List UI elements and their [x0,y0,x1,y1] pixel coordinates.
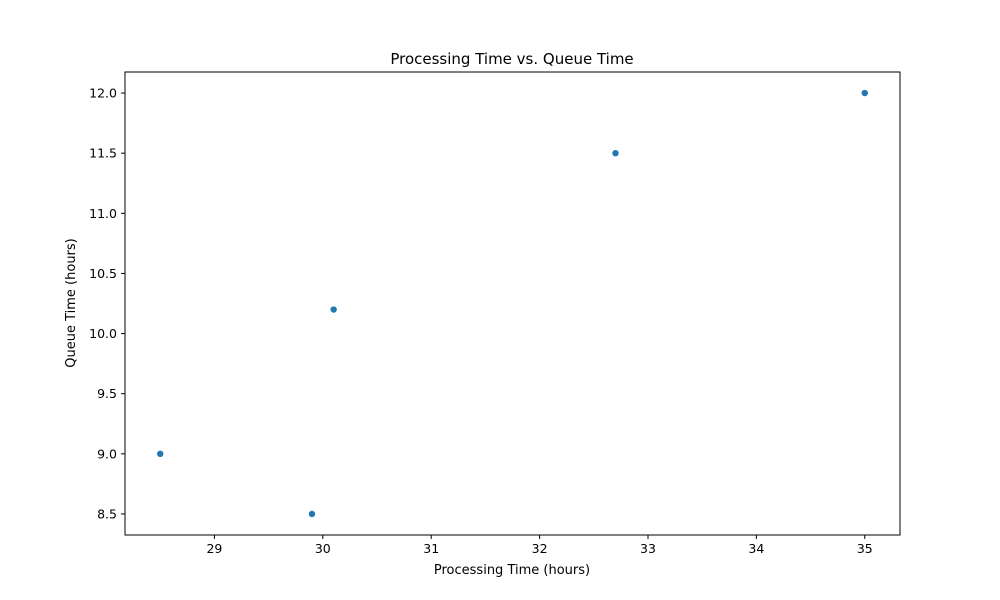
x-tick-label: 32 [532,541,548,556]
y-tick-label: 10.0 [89,326,117,341]
data-point [330,306,337,313]
data-point [157,450,164,458]
x-tick-label: 33 [640,541,656,556]
y-tick-label: 12.0 [89,86,117,101]
x-tick-label: 30 [315,541,331,556]
chart-title: Processing Time vs. Queue Time [390,50,633,68]
y-axis-label: Queue Time (hours) [64,238,79,367]
data-point [308,510,316,518]
y-tick-label: 11.0 [89,206,117,221]
x-axis-label: Processing Time (hours) [434,563,590,578]
y-tick-label: 9.5 [97,386,117,401]
x-tick-label: 29 [206,541,222,556]
data-point [861,89,868,97]
y-tick-label: 11.5 [89,146,117,161]
plot-area: 29 30 31 32 33 34 35 8.5 9.0 9.5 10.0 10.5 11.0 11.5 1… [89,71,901,556]
x-tick-label: 34 [748,541,764,556]
plot-frame [124,71,901,536]
x-tick-label: 35 [857,541,873,556]
y-tick-label: 10.5 [89,266,117,281]
y-tick-label: 9.0 [97,446,117,461]
data-point [612,149,619,157]
y-tick-label: 8.5 [97,506,117,521]
x-tick-label: 31 [423,541,439,556]
